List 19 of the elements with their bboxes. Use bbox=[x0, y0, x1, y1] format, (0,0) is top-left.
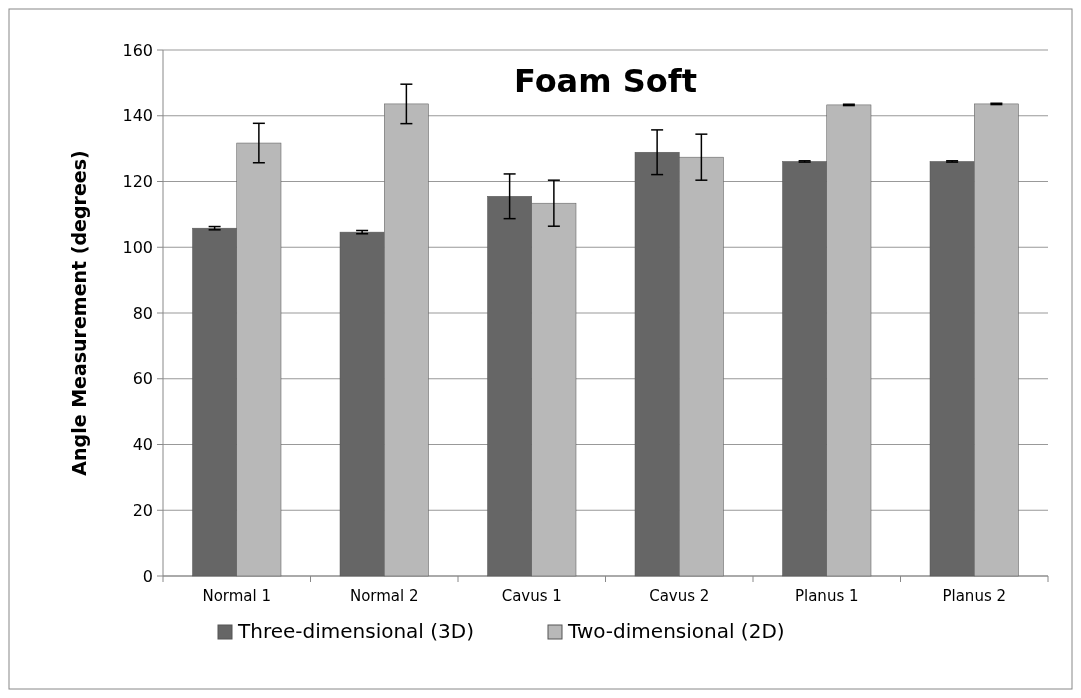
x-tick-label: Cavus 1 bbox=[501, 587, 562, 605]
y-tick-label: 160 bbox=[122, 40, 153, 60]
x-tick-label: Cavus 2 bbox=[649, 587, 710, 605]
chart-title: Foam Soft bbox=[514, 62, 697, 100]
x-tick-label: Normal 1 bbox=[202, 587, 272, 605]
x-tick-label: Planus 1 bbox=[794, 587, 859, 605]
y-tick-label: 100 bbox=[122, 237, 153, 257]
y-tick-label: 140 bbox=[122, 106, 153, 126]
y-tick-label: 0 bbox=[142, 566, 153, 586]
x-tick-label: Normal 2 bbox=[349, 587, 419, 605]
legend-label: Three-dimensional (3D) bbox=[237, 619, 475, 643]
y-tick-label: 120 bbox=[122, 172, 153, 192]
x-tick-label: Planus 2 bbox=[942, 587, 1007, 605]
y-tick-label: 20 bbox=[132, 500, 153, 520]
y-tick-label: 40 bbox=[132, 435, 153, 455]
y-axis-title: Angle Measurement (degrees) bbox=[68, 150, 90, 476]
y-tick-label: 80 bbox=[132, 303, 153, 323]
y-tick-label: 60 bbox=[132, 369, 153, 389]
legend-label: Two-dimensional (2D) bbox=[567, 619, 785, 643]
